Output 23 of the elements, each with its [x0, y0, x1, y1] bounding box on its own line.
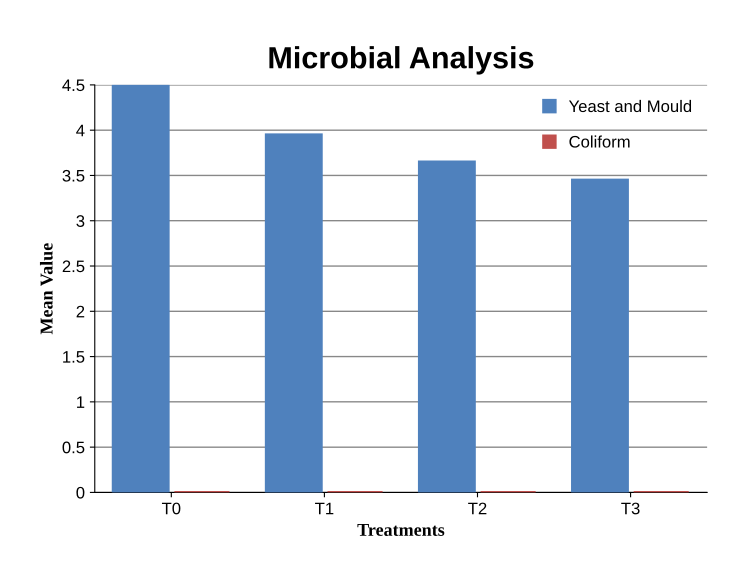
y-tick-label: 1.5 — [63, 351, 84, 363]
y-tick-label: 2.5 — [62, 260, 84, 272]
y-tick-label: 4.5 — [62, 79, 84, 92]
bar — [571, 178, 629, 492]
y-tick-label: 3 — [76, 215, 84, 227]
y-tick-label: 0.5 — [62, 442, 84, 454]
y-tick-label: 2 — [76, 306, 84, 318]
y-tick-label: 4 — [76, 124, 85, 136]
chart-title: Microbial Analysis — [269, 46, 534, 75]
x-tick-label: T3 — [621, 502, 640, 514]
bar — [112, 84, 170, 492]
y-tick-label: 1 — [77, 396, 84, 408]
legend-label: Coliform — [569, 135, 630, 148]
x-axis-title: Treatments — [357, 524, 444, 536]
x-tick-label: T0 — [162, 502, 180, 514]
legend-label: Yeast and Mould — [568, 100, 692, 112]
y-tick-label: 0 — [76, 486, 84, 499]
bar — [418, 160, 476, 492]
y-tick-label: 3.5 — [62, 170, 84, 182]
x-tick-label: T1 — [315, 502, 334, 514]
x-tick-label: T2 — [468, 502, 486, 514]
y-axis-title: Mean Value — [40, 243, 53, 334]
bar — [264, 133, 323, 492]
